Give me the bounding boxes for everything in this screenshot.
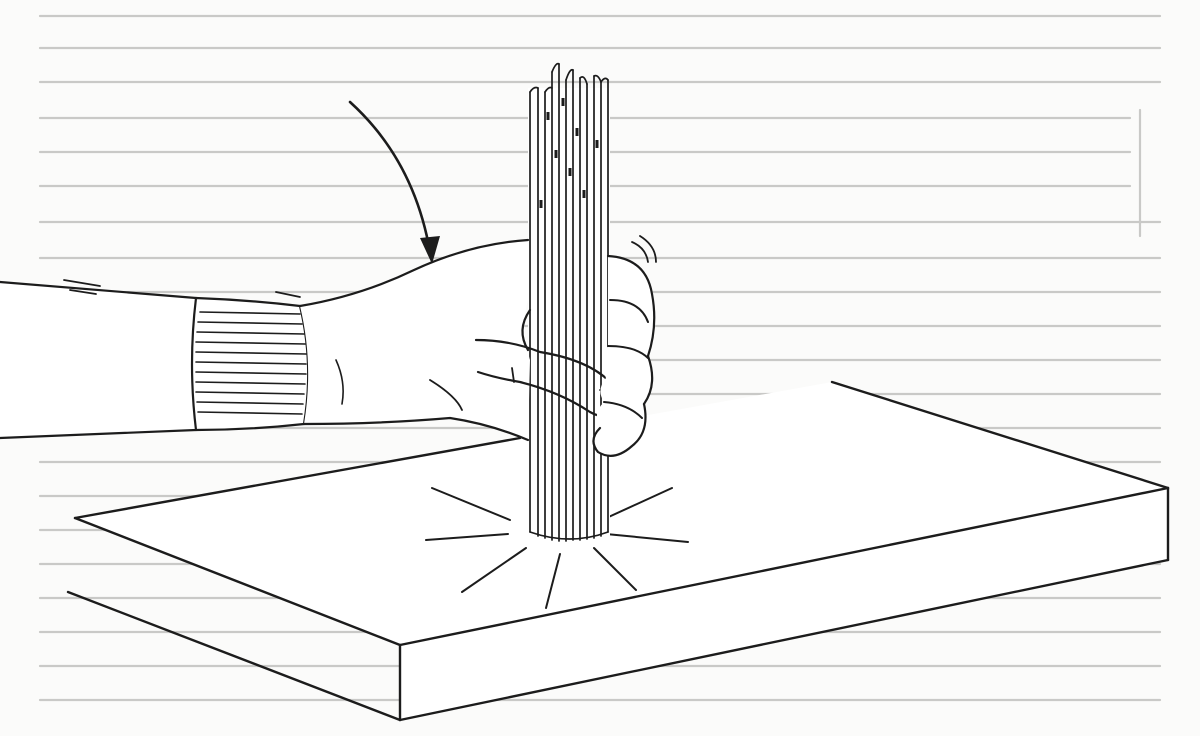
gripping-hand bbox=[298, 235, 657, 457]
impact-lines bbox=[425, 487, 689, 609]
sleeve-cuff bbox=[0, 279, 310, 440]
downward-motion-arrow bbox=[348, 100, 440, 264]
table-slab bbox=[66, 380, 1170, 722]
rod-bundle bbox=[528, 62, 610, 542]
